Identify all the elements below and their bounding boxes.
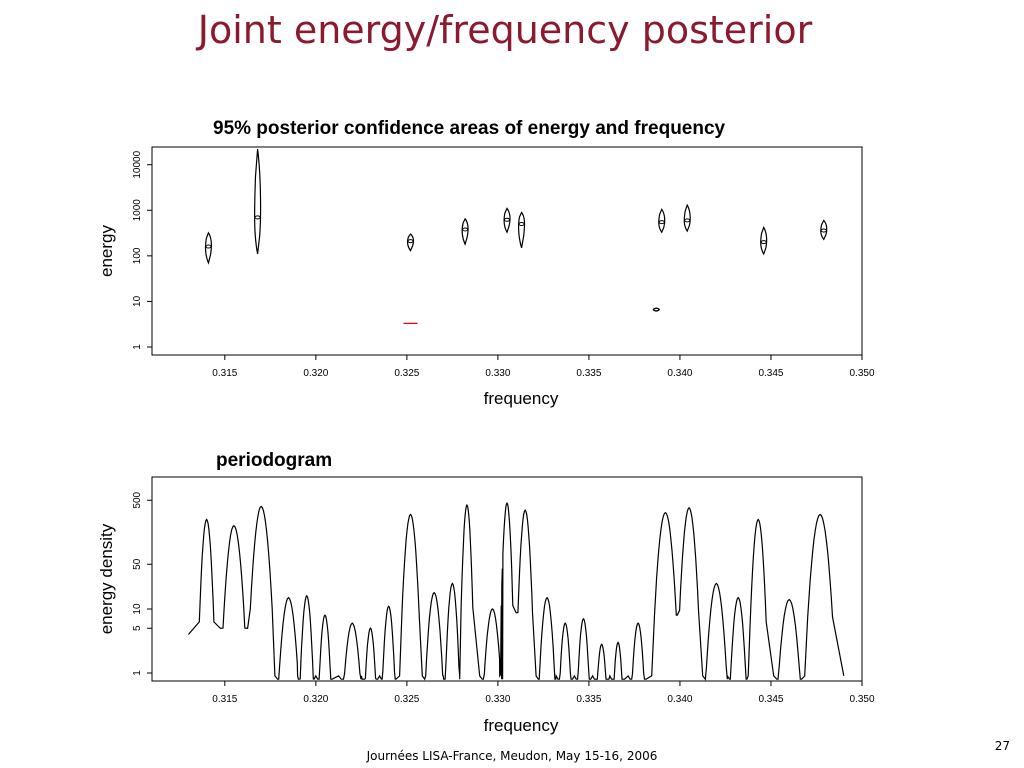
y-tick-label-1-3: 50: [132, 558, 143, 570]
periodogram-peak-2: [260, 505, 262, 508]
x-tick-label-0-7: 0.350: [849, 368, 874, 379]
periodogram-peak-11: [451, 582, 453, 585]
confidence-area-5: [517, 211, 526, 249]
slide-title: Joint energy/frequency posterior: [197, 8, 813, 52]
posterior-mode-0: [205, 244, 212, 249]
periodogram-peak-16: [546, 597, 548, 599]
periodogram-peak-13: [491, 608, 494, 610]
periodogram-peak-3: [287, 597, 290, 599]
periodogram-peak-27: [788, 599, 790, 601]
periodogram-peak-1: [233, 525, 235, 527]
confidence-area-8: [760, 226, 768, 256]
periodogram-peak-8: [388, 605, 390, 607]
y-tick-label-1-2: 10: [132, 603, 143, 615]
x-tick-label-1-4: 0.335: [576, 694, 601, 705]
periodogram-peak-15: [524, 509, 526, 511]
posterior-mode-2: [407, 239, 414, 244]
x-tick-label-0-1: 0.320: [303, 368, 328, 379]
periodogram-peak-10: [433, 592, 435, 594]
periodogram-peak-19: [601, 643, 603, 645]
x-tick-label-0-0: 0.315: [212, 368, 237, 379]
confidence-area-3: [461, 217, 469, 246]
x-tick-label-0-6: 0.345: [758, 368, 783, 379]
periodogram-peak-14: [506, 502, 508, 504]
y-tick-label-0-1: 10: [132, 295, 143, 307]
confidence-area-2: [406, 233, 415, 252]
x-axis-label-0: frequency: [484, 389, 559, 408]
posterior-mode-8: [760, 240, 767, 245]
confidence-area-1: [254, 149, 262, 255]
x-tick-label-0-5: 0.340: [667, 368, 692, 379]
confidence-area-0: [204, 231, 213, 265]
confidence-area-6: [658, 208, 666, 234]
y-tick-label-0-4: 10000: [132, 150, 143, 178]
x-tick-label-1-0: 0.315: [212, 694, 237, 705]
periodogram-peak-25: [737, 597, 739, 599]
periodogram-peak-6: [351, 622, 353, 624]
periodogram-peak-7: [369, 627, 372, 629]
x-tick-label-1-5: 0.340: [667, 694, 692, 705]
y-tick-label-1-0: 1: [132, 670, 143, 676]
periodogram-peak-17: [564, 622, 566, 624]
posterior-mode-4: [504, 217, 510, 222]
periodogram-peak-5: [324, 614, 326, 616]
periodogram-peak-21: [637, 622, 639, 624]
posterior-mode-5: [518, 222, 525, 227]
x-tick-label-1-1: 0.320: [303, 694, 328, 705]
posterior-mode-3: [462, 227, 469, 232]
confidence-area-9: [820, 219, 828, 241]
posterior-mode-9: [820, 228, 827, 233]
x-tick-label-1-7: 0.350: [849, 694, 874, 705]
posterior-mode-1: [254, 215, 261, 220]
posterior-mode-7: [684, 218, 691, 223]
periodogram-peak-4: [306, 595, 308, 597]
x-tick-label-1-6: 0.345: [758, 694, 783, 705]
periodogram-peak-24: [715, 582, 717, 585]
x-axis-label-1: frequency: [484, 716, 559, 735]
y-axis-label-1: energy density: [97, 523, 116, 634]
periodogram-peak-0: [206, 518, 208, 521]
x-tick-label-0-3: 0.330: [485, 368, 510, 379]
x-tick-label-0-2: 0.325: [394, 368, 419, 379]
plot-frame-1: [151, 476, 863, 682]
periodogram-peak-12: [466, 504, 468, 506]
periodogram-line: [187, 502, 845, 681]
periodogram-peak-26: [757, 518, 759, 521]
chart-title-periodogram: periodogram: [216, 450, 333, 471]
x-tick-label-0-4: 0.335: [576, 368, 601, 379]
y-tick-label-1-4: 500: [132, 491, 143, 508]
periodogram-peak-20: [617, 641, 619, 644]
x-tick-label-1-2: 0.325: [394, 694, 419, 705]
y-tick-label-1-1: 5: [132, 625, 143, 631]
posterior-mode-10: [653, 307, 660, 312]
y-tick-label-0-2: 100: [132, 247, 143, 264]
periodogram-peak-9: [409, 513, 412, 516]
y-axis-label-0: energy: [97, 225, 116, 277]
periodogram-peak-18: [582, 618, 585, 620]
plot-frame-0: [151, 146, 863, 356]
y-tick-label-0-3: 1000: [132, 199, 143, 222]
chart-title-posterior: 95% posterior confidence areas of energy…: [213, 118, 726, 139]
page-number: 27: [994, 739, 1010, 753]
periodogram-peak-28: [819, 513, 821, 516]
confidence-area-4: [503, 207, 511, 234]
posterior-mode-6: [658, 220, 665, 225]
periodogram-peak-22: [664, 512, 666, 514]
periodogram-peak-23: [688, 507, 690, 509]
footer-text: Journées LISA-France, Meudon, May 15-16,…: [366, 749, 658, 763]
x-tick-label-1-3: 0.330: [485, 694, 510, 705]
confidence-area-7: [683, 203, 691, 233]
y-tick-label-0-0: 1: [132, 344, 143, 350]
